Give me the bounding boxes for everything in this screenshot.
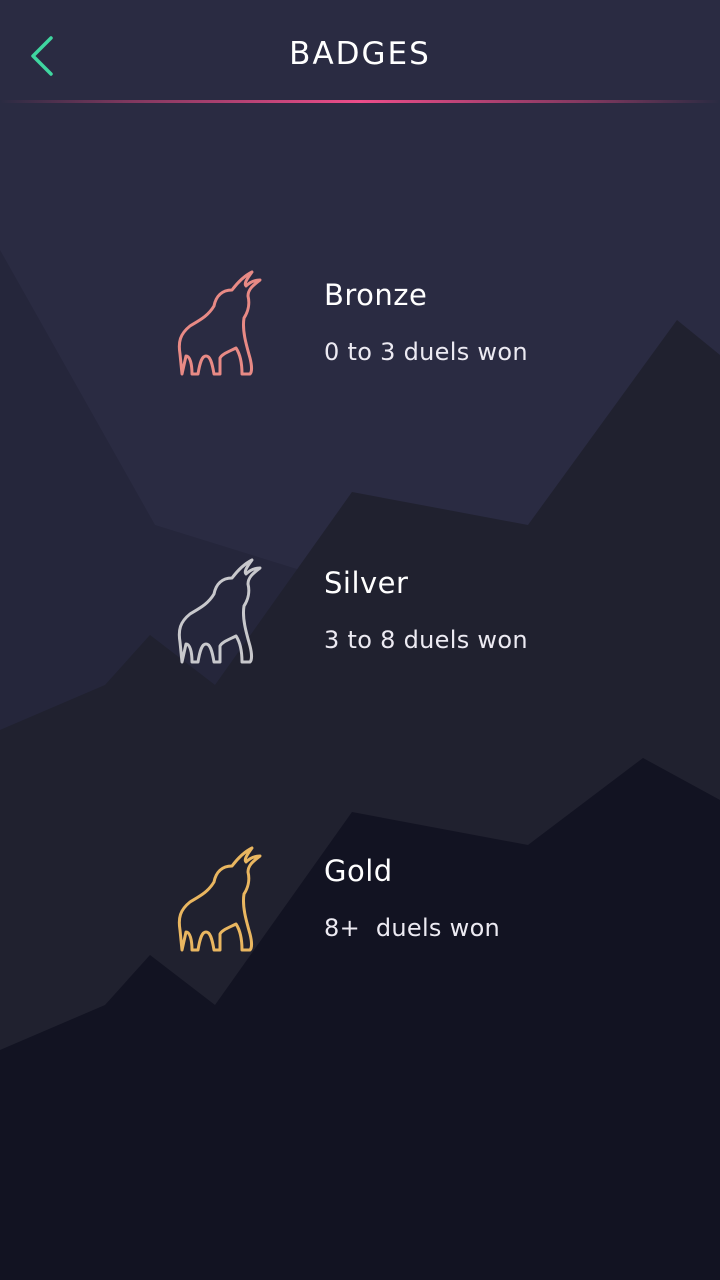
badge-description: 0 to 3 duels won [324,338,528,366]
badge-silver: Silver 3 to 8 duels won [160,550,620,670]
bull-icon [177,846,262,952]
badge-name: Bronze [324,278,428,312]
back-button[interactable] [18,30,66,82]
header-divider [0,100,720,103]
page-title: BADGES [289,36,431,72]
badge-description: 8+ duels won [324,914,501,942]
badge-gold: Gold 8+ duels won [160,838,620,958]
badge-name: Silver [324,566,409,600]
chevron-left-icon [31,36,53,76]
badge-name: Gold [324,854,393,888]
header-bar: BADGES [0,0,720,110]
badge-description: 3 to 8 duels won [324,626,528,654]
bull-icon [177,270,262,376]
bull-icon [177,558,262,664]
badge-bronze: Bronze 0 to 3 duels won [160,262,620,382]
